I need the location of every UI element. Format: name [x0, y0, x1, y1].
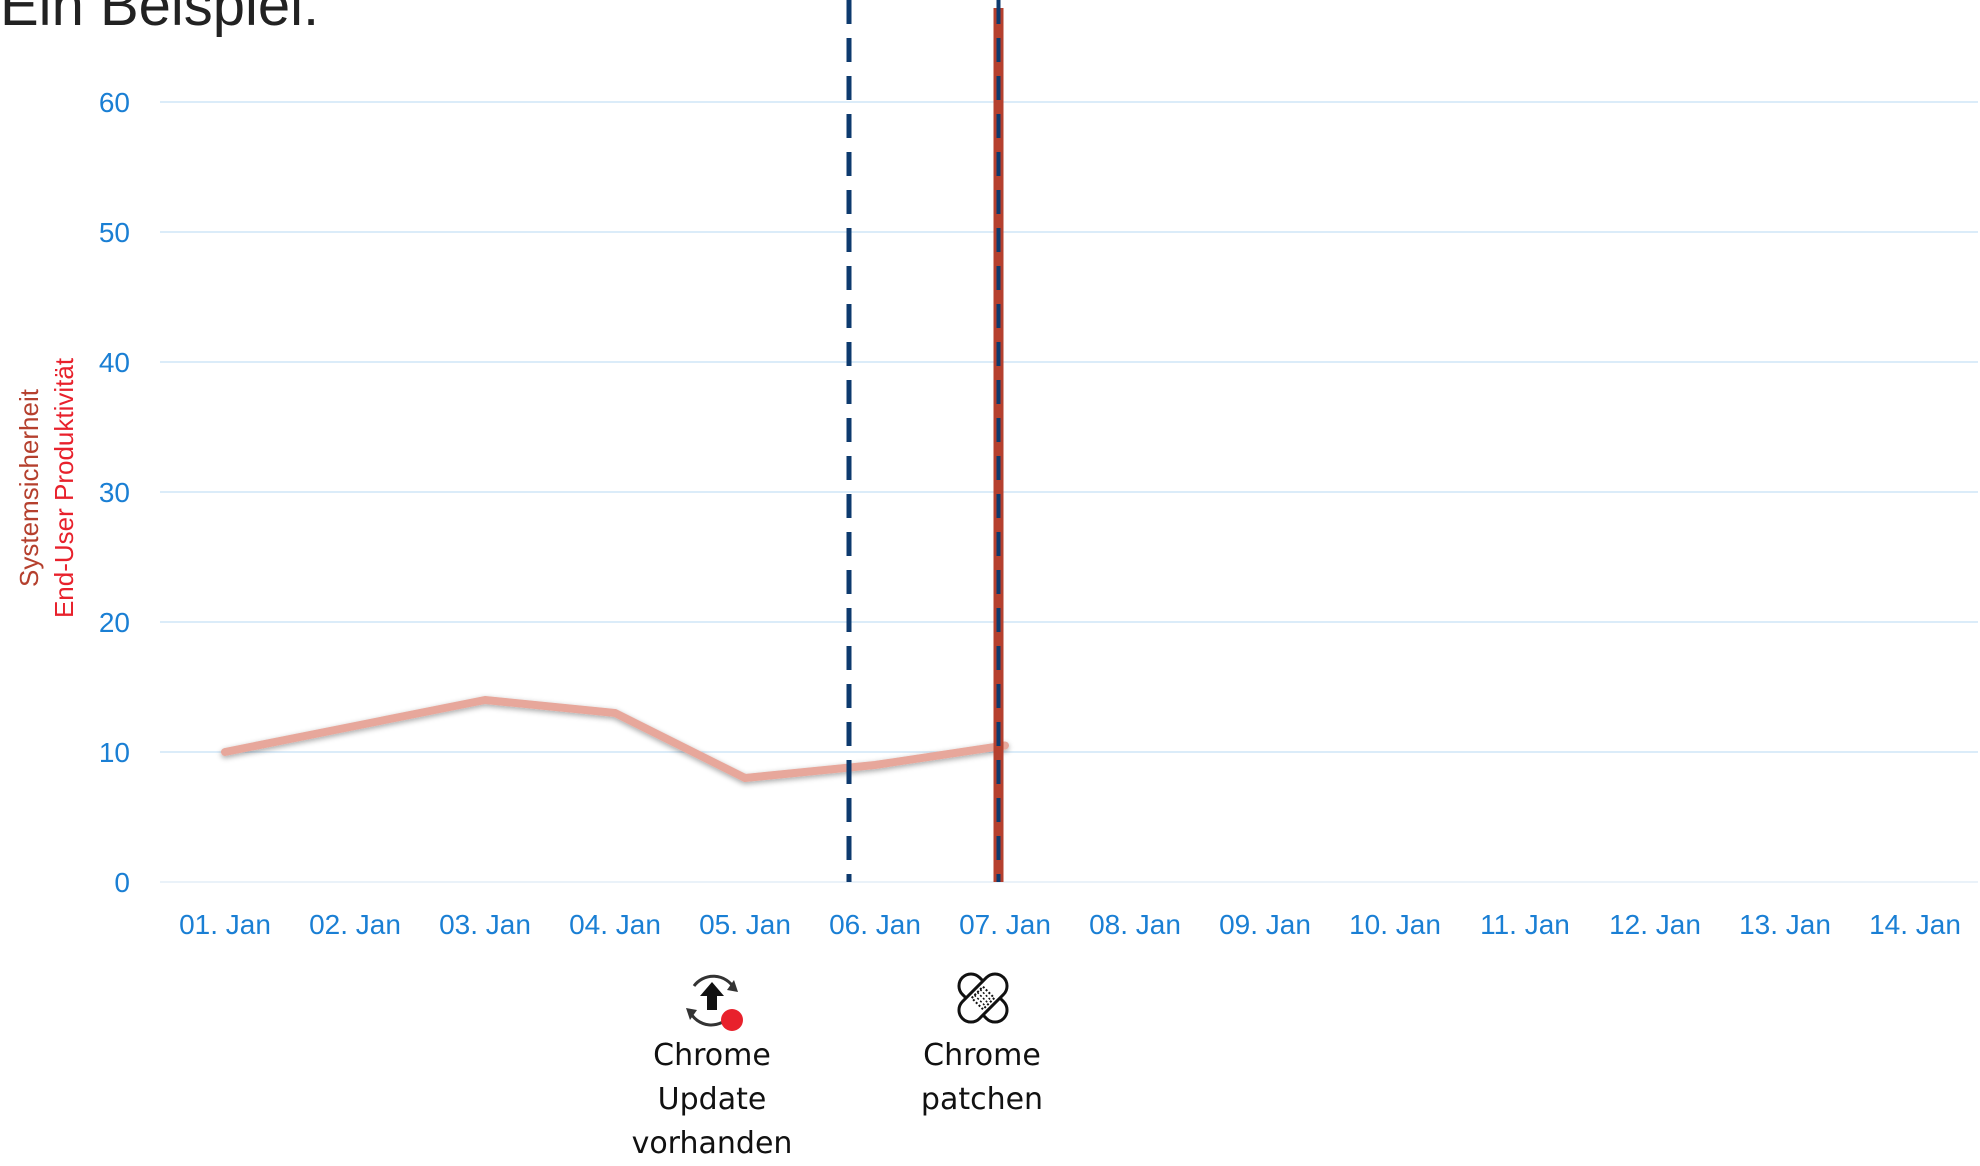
y-tick-label: 60	[99, 87, 130, 118]
x-tick-label: 02. Jan	[309, 909, 401, 940]
series-point	[744, 777, 746, 779]
event-label-patch: Chrome patchen	[882, 1034, 1082, 1122]
x-tick-label: 11. Jan	[1480, 909, 1570, 940]
y-axis-label-security: Systemsicherheit	[14, 388, 44, 587]
x-tick-labels: 01. Jan 02. Jan 03. Jan 04. Jan 05. Jan 06. J…	[179, 909, 1961, 940]
x-tick-label: 09. Jan	[1219, 909, 1311, 940]
x-tick-label: 10. Jan	[1349, 909, 1441, 940]
series-point	[1004, 744, 1006, 747]
event-label-update-line-3: vorhanden	[631, 1126, 793, 1161]
y-tick-label: 40	[99, 347, 130, 378]
y-axis-label-productivity: End-User Produktivität	[49, 357, 79, 618]
series-point	[354, 725, 356, 727]
x-tick-label: 07. Jan	[959, 909, 1051, 940]
chart-title: Ein Beispiel:	[0, 0, 320, 38]
series-point	[224, 751, 226, 753]
event-label-patch-line-2: patchen	[920, 1082, 1044, 1117]
x-tick-label: 14. Jan	[1869, 909, 1961, 940]
y-tick-label: 30	[99, 477, 130, 508]
y-tick-label: 20	[99, 607, 130, 638]
series-line	[221, 696, 1009, 782]
patch-icon	[948, 963, 1018, 1033]
x-tick-label: 03. Jan	[439, 909, 531, 940]
y-tick-label: 50	[99, 217, 130, 248]
x-tick-label: 06. Jan	[829, 909, 921, 940]
event-label-update-line-1: Chrome	[653, 1038, 771, 1073]
series-group	[221, 696, 1009, 782]
series-point	[614, 712, 616, 714]
series-point	[874, 764, 876, 766]
x-tick-label: 12. Jan	[1609, 909, 1701, 940]
x-tick-label: 04. Jan	[569, 909, 661, 940]
update-icon	[678, 966, 746, 1034]
y-tick-labels: 0 10 20 30 40 50 60	[99, 87, 130, 898]
y-tick-label: 0	[114, 867, 130, 898]
y-tick-label: 10	[99, 737, 130, 768]
x-tick-label: 01. Jan	[179, 909, 271, 940]
x-tick-label: 05. Jan	[699, 909, 791, 940]
x-tick-label: 08. Jan	[1089, 909, 1181, 940]
event-label-update: Chrome Update vorhanden	[612, 1034, 812, 1166]
series-point	[484, 699, 486, 701]
grid-lines	[160, 101, 1978, 883]
event-label-update-line-2: Update	[657, 1082, 767, 1117]
event-label-patch-line-1: Chrome	[923, 1038, 1041, 1073]
event-markers	[846, 0, 1004, 882]
x-tick-label: 13. Jan	[1739, 909, 1831, 940]
y-axis-labels: Systemsicherheit End-User Produktivität	[14, 357, 79, 618]
